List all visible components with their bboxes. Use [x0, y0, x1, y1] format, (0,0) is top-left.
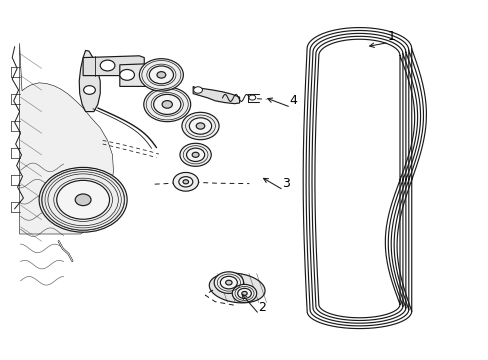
Polygon shape [20, 43, 113, 234]
Circle shape [162, 100, 172, 108]
Circle shape [157, 72, 165, 78]
Polygon shape [83, 56, 144, 76]
Circle shape [220, 276, 237, 289]
Circle shape [153, 94, 181, 114]
Circle shape [196, 123, 204, 129]
Circle shape [241, 292, 247, 295]
Circle shape [39, 167, 127, 232]
Circle shape [120, 69, 134, 80]
Circle shape [83, 86, 95, 94]
Circle shape [186, 148, 204, 162]
Circle shape [180, 143, 211, 166]
Polygon shape [193, 86, 239, 104]
Circle shape [143, 87, 190, 122]
Text: 1: 1 [386, 30, 394, 42]
Circle shape [192, 152, 199, 157]
Text: 2: 2 [257, 301, 265, 314]
Polygon shape [209, 273, 264, 303]
Circle shape [179, 177, 192, 187]
Text: 4: 4 [289, 94, 297, 107]
Circle shape [214, 272, 243, 293]
Circle shape [57, 180, 109, 219]
Circle shape [232, 284, 256, 302]
Circle shape [183, 180, 188, 184]
Text: 3: 3 [282, 177, 289, 190]
Circle shape [248, 95, 255, 100]
Circle shape [193, 87, 202, 93]
Circle shape [237, 288, 251, 298]
Circle shape [75, 194, 91, 206]
Circle shape [173, 172, 198, 191]
Circle shape [139, 59, 183, 91]
Circle shape [189, 118, 211, 134]
Circle shape [225, 280, 232, 285]
Polygon shape [120, 63, 176, 86]
Polygon shape [79, 50, 100, 112]
Circle shape [182, 112, 219, 140]
Circle shape [100, 60, 115, 71]
Circle shape [149, 66, 173, 84]
